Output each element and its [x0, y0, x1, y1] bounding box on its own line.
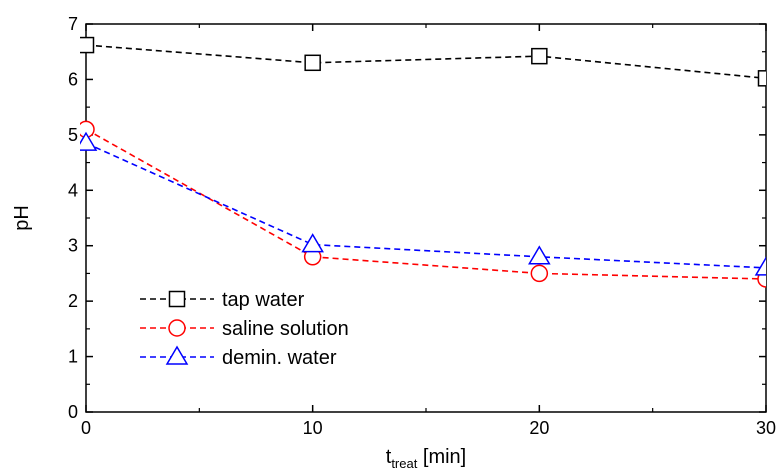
- data-point: [754, 256, 766, 276]
- x-tick-label: 20: [529, 418, 549, 438]
- legend-item: tap water: [140, 289, 305, 311]
- legend-marker: [165, 345, 189, 365]
- y-tick-label: 3: [68, 236, 78, 256]
- legend-marker: [168, 319, 186, 337]
- data-point: [301, 233, 324, 253]
- data-point: [530, 264, 549, 283]
- y-tick-label: 4: [68, 180, 78, 200]
- x-axis-title: ttreat [min]: [386, 446, 466, 471]
- legend-label: demin. water: [222, 347, 337, 369]
- series-line: [85, 44, 766, 80]
- x-axis-title-main: t: [386, 446, 392, 468]
- x-tick-label: 10: [303, 418, 323, 438]
- data-point: [528, 245, 551, 265]
- x-tick-label: 0: [81, 418, 91, 438]
- data-point: [757, 70, 766, 87]
- axis-ticks: 0 10 20 30 0 1 2 3 4 5 6 7: [68, 14, 776, 438]
- y-tick-label: 5: [68, 125, 78, 145]
- legend-label: tap water: [222, 289, 305, 311]
- data-point: [80, 131, 98, 151]
- series-line: [85, 142, 766, 269]
- y-tick-label: 2: [68, 291, 78, 311]
- x-axis-title-sub: treat: [391, 456, 417, 471]
- y-tick-label: 7: [68, 14, 78, 34]
- series-saline-solution: [80, 120, 766, 288]
- data-point: [80, 36, 95, 54]
- legend-marker: [168, 290, 186, 308]
- series-layer: [80, 36, 766, 288]
- data-point: [531, 47, 548, 65]
- y-tick-label: 0: [68, 402, 78, 422]
- y-axis-title: pH: [11, 205, 33, 231]
- legend-item: saline solution: [140, 318, 349, 340]
- x-tick-label: 30: [756, 418, 776, 438]
- data-point: [304, 54, 321, 72]
- series-tap-water: [80, 36, 766, 87]
- series-demin-water: [80, 131, 766, 276]
- legend: tap water saline solution demin. water: [140, 289, 349, 369]
- y-tick-label: 1: [68, 347, 78, 367]
- y-tick-label: 6: [68, 69, 78, 89]
- x-axis-title-unit: [min]: [417, 446, 466, 468]
- series-line: [85, 128, 766, 280]
- plot-frame: [85, 23, 767, 413]
- legend-label: saline solution: [222, 318, 349, 340]
- legend-item: demin. water: [140, 345, 337, 369]
